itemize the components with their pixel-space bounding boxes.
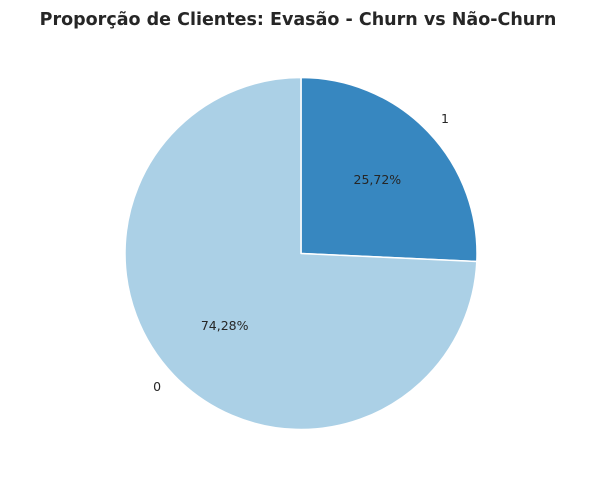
slice-label-0: 0 <box>153 379 161 394</box>
pie-slice-1 <box>300 76 478 263</box>
percent-label-1: 25,72% <box>354 172 402 187</box>
pie-slice-0 <box>124 76 478 431</box>
slice-label-1: 1 <box>441 111 449 126</box>
pie-slices <box>124 76 478 431</box>
percent-label-0: 74,28% <box>201 318 249 333</box>
pie-labels: 1 25,72% 0 74,28% <box>153 111 449 394</box>
chart-title: Proporção de Clientes: Evasão - Churn vs… <box>40 10 557 30</box>
